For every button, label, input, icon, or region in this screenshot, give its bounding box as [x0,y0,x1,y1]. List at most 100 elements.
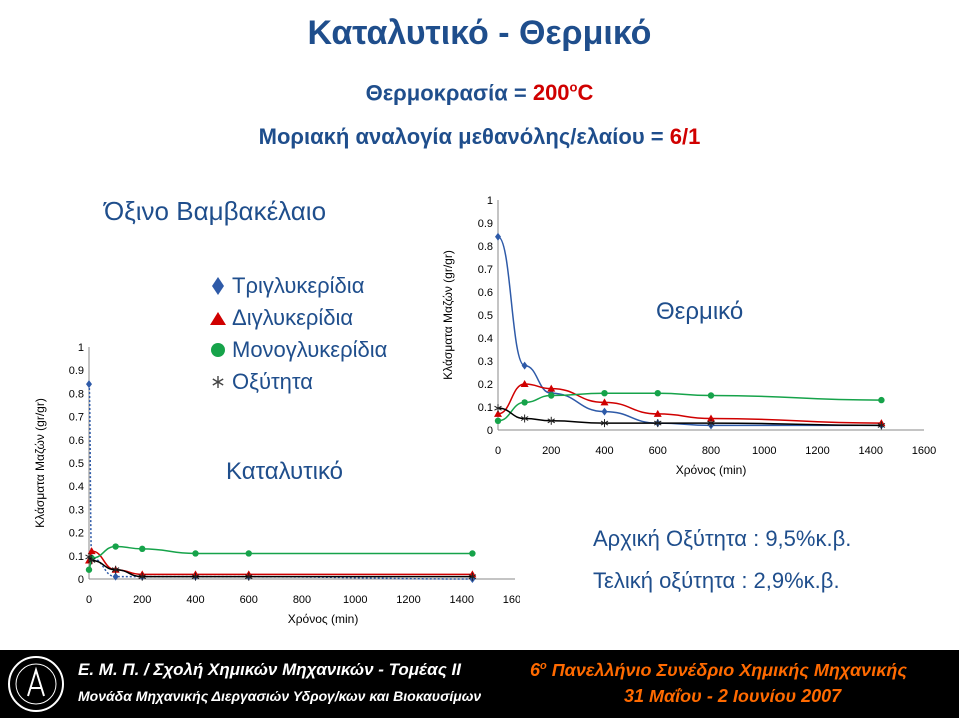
left-x-tick-label: 1200 [396,594,420,606]
left-y-tick-label: 0.6 [69,435,84,447]
right-y-tick-label: 0.7 [478,264,493,276]
left-triglycerides-point [112,572,119,581]
right-diglycerides-point [653,409,662,417]
left-monoglycerides-point [112,543,119,550]
left-x-tick-label: 400 [186,594,204,606]
right-triglycerides-point [601,407,608,416]
left-acidity-point [245,572,253,581]
right-x-tick-label: 1000 [752,445,776,457]
left-acidity-point [87,556,96,565]
right-monoglycerides-point [494,417,502,424]
temperature-prefix: Θερμοκρασία = [365,80,533,106]
left-monoglycerides-curve [88,545,473,571]
legend-item-acid: Οξύτητα [208,366,387,398]
chart-thermal: 0 0.1 0.2 0.3 0.4 0.5 0.6 0.7 0.8 0.9 1 0 200 400 600 8… [441,195,936,477]
right-y-tick-label: 0.2 [478,379,493,391]
left-monoglycerides-point [245,550,252,557]
chart-catalytic: 0 0.1 0.2 0.3 0.4 0.5 0.6 0.7 0.8 0.9 1 0 200 400 600 8… [33,342,520,626]
left-y-tick-label: 0.1 [69,551,84,563]
ratio-line: Μοριακή αναλογία μεθανόλης/ελαίου = 6/1 [0,124,959,150]
legend-item-dg: Διγλυκερίδια [208,302,387,334]
right-x-tick-label: 0 [495,445,501,457]
legend: Τριγλυκερίδια Διγλυκερίδια Μονογλυκερίδι… [208,270,387,398]
right-acidity-point [520,414,529,423]
right-acidity-point [877,421,886,430]
legend-diamond-icon [212,277,224,295]
left-y-tick-label: 0.4 [69,481,84,493]
right-triglycerides-curve [497,236,882,427]
left-acidity-point [191,572,200,581]
right-monoglycerides-point [707,392,715,399]
left-y-tick-label: 0.9 [69,365,84,377]
footer-unit: Μονάδα Μηχανικής Διεργασιών Υδρογ/κων κα… [78,688,482,704]
oil-heading: Όξινο Βαμβακέλαιο [104,196,327,226]
thermal-label: Θερμικό [656,298,744,325]
right-monoglycerides-point [654,390,661,397]
left-x-tick-label: 600 [240,594,258,606]
catalytic-label: Καταλυτικό [226,458,344,485]
footer-university: Ε. Μ. Π. / Σχολή Χημικών Μηχανικών - Τομ… [78,660,461,679]
left-x-tick-label: 200 [133,594,151,606]
right-y-tick-label: 0 [487,425,493,437]
right-diglycerides-point [520,380,529,387]
right-acidity-point [494,404,502,413]
right-x-tick-label: 1600 [912,445,936,457]
left-monoglycerides-point [469,550,476,557]
right-acidity-point [600,419,609,428]
legend-asterisk-icon [212,376,224,388]
right-y-tick-label: 0.1 [478,402,493,414]
right-y-tick-label: 0.6 [478,287,493,299]
right-x-tick-label: 800 [702,445,720,457]
left-triglycerides-point [86,380,92,389]
left-acidity-point [138,572,146,581]
left-monoglycerides-point [85,566,93,573]
temperature-value: 200oC [532,80,594,106]
right-triglycerides-point [495,232,501,241]
left-x-tick-label: 1400 [450,594,474,606]
right-acidity-point [707,419,715,428]
page-title: Καταλυτικό - Θερμικό [307,14,652,52]
left-diglycerides-point [87,547,96,555]
left-y-tick-label: 0.5 [69,458,84,470]
right-monoglycerides-point [521,399,528,406]
ratio-value: 6/1 [669,124,701,149]
legend-triangle-icon [210,312,226,325]
left-acidity-point [111,565,120,574]
left-y-tick-label: 0.2 [69,528,84,540]
right-diglycerides-point [547,384,556,392]
left-x-tick-label: 1600 [503,594,520,606]
ratio-prefix: Μοριακή αναλογία μεθανόλης/ελαίου = [258,124,670,149]
right-acidity-point [547,416,555,425]
footer-conference: 6ο Πανελλήνιο Συνέδριο Χημικής Μηχανικής [530,660,907,680]
final-acidity: Τελική οξύτητα : 2,9%κ.β. [593,568,840,593]
left-x-tick-label: 800 [293,594,311,606]
left-x-tick-label: 1000 [343,594,367,606]
right-diglycerides-point [600,398,609,406]
right-acidity-point [654,419,662,428]
temperature-line: Θερμοκρασία = 200oC [0,80,959,106]
left-triglycerides-curve [88,383,473,580]
right-y-tick-label: 1 [487,195,493,207]
footer: Ε. Μ. Π. / Σχολή Χημικών Μηχανικών - Τομ… [0,650,959,718]
right-x-tick-label: 1400 [859,445,883,457]
right-y-tick-label: 0.5 [478,310,493,322]
right-y-tick-label: 0.8 [478,241,493,253]
right-monoglycerides-point [878,396,885,404]
left-monoglycerides-point [192,550,199,557]
right-x-tick-label: 1200 [805,445,829,457]
right-y-axis-label: Κλάσματα Μαζών (gr/gr) [441,250,455,380]
ntua-logo-icon [8,656,64,712]
right-x-axis-label: Χρόνος (min) [676,463,747,477]
left-y-tick-label: 1 [78,342,84,354]
right-y-tick-label: 0.9 [478,218,493,230]
left-acidity-point [468,572,477,581]
right-diglycerides-point [494,409,502,417]
right-x-tick-label: 400 [595,445,613,457]
legend-circle-icon [211,343,225,357]
left-y-tick-label: 0.7 [69,412,84,424]
left-diglycerides-curve [88,550,473,576]
initial-acidity: Αρχική Οξύτητα : 9,5%κ.β. [593,526,852,551]
left-y-tick-label: 0 [78,574,84,586]
left-y-axis-label: Κλάσματα Μαζών (gr/gr) [33,398,47,528]
left-x-axis-label: Χρόνος (min) [288,612,359,626]
